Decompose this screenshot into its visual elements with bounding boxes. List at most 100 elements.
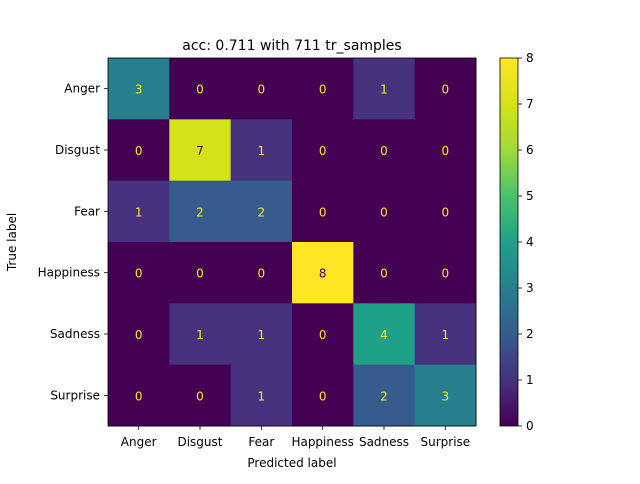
x-tick-label: Happiness bbox=[291, 435, 353, 449]
heatmap-cell bbox=[230, 119, 293, 182]
y-tick-label: Surprise bbox=[50, 388, 100, 402]
colorbar-tick-label: 1 bbox=[526, 373, 534, 387]
heatmap-cell bbox=[353, 180, 416, 243]
cell-value-label: 0 bbox=[380, 205, 388, 219]
colorbar bbox=[499, 57, 519, 427]
heatmap-cell bbox=[353, 303, 416, 366]
heatmap-cell bbox=[414, 364, 477, 427]
cell-value-label: 4 bbox=[380, 328, 388, 342]
heatmap-cell bbox=[169, 58, 232, 120]
colorbar-tick-label: 6 bbox=[526, 143, 534, 157]
cell-value-label: 0 bbox=[196, 389, 204, 403]
colorbar-tick-label: 7 bbox=[526, 97, 534, 111]
cell-value-label: 2 bbox=[196, 205, 204, 219]
chart-title: acc: 0.711 with 711 tr_samples bbox=[182, 38, 401, 54]
heatmap-cell bbox=[230, 303, 293, 366]
plot-frame bbox=[107, 57, 477, 427]
heatmap-cell bbox=[169, 364, 232, 427]
x-tick-label: Anger bbox=[121, 435, 157, 449]
cell-value-label: 0 bbox=[319, 205, 327, 219]
cell-value-label: 0 bbox=[442, 83, 450, 97]
heatmap-cells bbox=[108, 58, 477, 427]
colorbar-tick-label: 0 bbox=[526, 419, 534, 433]
heatmap-cell bbox=[108, 303, 170, 366]
y-tick-label: Sadness bbox=[50, 327, 100, 341]
colorbar-ticks: 0 1 2 3 4 5 6 7 8 bbox=[518, 51, 534, 433]
cell-value-label: 1 bbox=[442, 328, 450, 342]
cell-value-label: 0 bbox=[135, 389, 143, 403]
cell-value-label: 0 bbox=[319, 389, 327, 403]
heatmap-cell bbox=[108, 242, 170, 304]
heatmap-cell bbox=[108, 364, 170, 427]
cell-value-label: 3 bbox=[442, 389, 450, 403]
heatmap-cell bbox=[353, 58, 416, 120]
colorbar-tick-label: 4 bbox=[526, 235, 534, 249]
heatmap-cell bbox=[230, 242, 293, 304]
y-tick-label: Fear bbox=[74, 204, 100, 218]
x-axis-ticks: Anger Disgust Fear Happiness Sadness Surprise bbox=[121, 426, 470, 449]
cell-value-label: 0 bbox=[442, 205, 450, 219]
cell-value-label: 0 bbox=[196, 267, 204, 281]
heatmap-cell-labels: 3 0 0 0 1 0 0 7 1 0 0 0 1 2 2 0 0 0 0 0 0 8 0 0 0 1 1 0 4 1 0 0 1 0 2 3 bbox=[135, 83, 449, 404]
heatmap-cell bbox=[292, 364, 354, 427]
heatmap-cell bbox=[292, 303, 354, 366]
heatmap-cell bbox=[353, 242, 416, 304]
x-axis-label: Predicted label bbox=[247, 456, 336, 470]
cell-value-label: 2 bbox=[258, 205, 266, 219]
cell-value-label: 8 bbox=[319, 267, 327, 281]
cell-value-label: 0 bbox=[319, 328, 327, 342]
cell-value-label: 0 bbox=[380, 267, 388, 281]
cell-value-label: 0 bbox=[319, 83, 327, 97]
cell-value-label: 1 bbox=[135, 205, 143, 219]
x-tick-label: Sadness bbox=[359, 435, 409, 449]
heatmap-cell bbox=[292, 180, 354, 243]
cell-value-label: 0 bbox=[442, 267, 450, 281]
heatmap-cell bbox=[169, 119, 232, 182]
cell-value-label: 0 bbox=[442, 144, 450, 158]
x-tick-label: Disgust bbox=[177, 435, 222, 449]
heatmap-cell bbox=[108, 58, 170, 120]
heatmap-cell bbox=[292, 242, 354, 304]
cell-value-label: 3 bbox=[135, 83, 143, 97]
heatmap-cell bbox=[230, 180, 293, 243]
heatmap-cell bbox=[414, 119, 477, 182]
heatmap-cell bbox=[353, 364, 416, 427]
heatmap-cell bbox=[169, 180, 232, 243]
cell-value-label: 1 bbox=[380, 83, 388, 97]
cell-value-label: 7 bbox=[196, 144, 204, 158]
y-axis-label: True label bbox=[5, 213, 19, 272]
colorbar-tick-label: 3 bbox=[526, 281, 534, 295]
heatmap-cell bbox=[292, 119, 354, 182]
heatmap-cell bbox=[169, 242, 232, 304]
colorbar-tick-label: 5 bbox=[526, 189, 534, 203]
heatmap-cell bbox=[414, 180, 477, 243]
cell-value-label: 0 bbox=[135, 144, 143, 158]
cell-value-label: 2 bbox=[380, 389, 388, 403]
cell-value-label: 0 bbox=[135, 267, 143, 281]
cell-value-label: 0 bbox=[196, 83, 204, 97]
heatmap-cell bbox=[414, 242, 477, 304]
heatmap-cell bbox=[353, 119, 416, 182]
heatmap-cell bbox=[414, 58, 477, 120]
heatmap-cell bbox=[230, 58, 293, 120]
y-tick-label: Happiness bbox=[38, 266, 100, 280]
cell-value-label: 1 bbox=[258, 328, 266, 342]
cell-value-label: 1 bbox=[196, 328, 204, 342]
heatmap-cell bbox=[108, 180, 170, 243]
x-tick-label: Surprise bbox=[420, 435, 470, 449]
cell-value-label: 0 bbox=[135, 328, 143, 342]
cell-value-label: 1 bbox=[258, 389, 266, 403]
x-tick-label: Fear bbox=[248, 435, 274, 449]
heatmap-cell bbox=[108, 119, 170, 182]
y-tick-label: Disgust bbox=[55, 143, 100, 157]
heatmap-cell bbox=[169, 303, 232, 366]
cell-value-label: 0 bbox=[380, 144, 388, 158]
heatmap-cell bbox=[230, 364, 293, 427]
heatmap-cell bbox=[414, 303, 477, 366]
y-axis-ticks: Anger Disgust Fear Happiness Sadness Surprise bbox=[38, 82, 108, 402]
heatmap-cell bbox=[292, 58, 354, 120]
colorbar-tick-label: 8 bbox=[526, 51, 534, 65]
colorbar-tick-label: 2 bbox=[526, 327, 534, 341]
